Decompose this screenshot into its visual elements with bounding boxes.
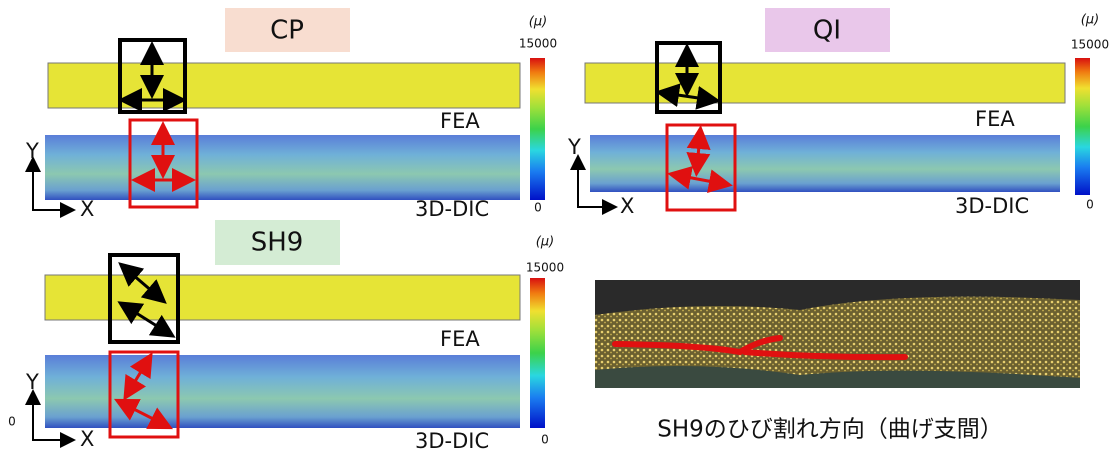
axis-x: X — [80, 427, 94, 451]
colorbar-unit: (μ) — [536, 235, 554, 250]
fea-label: FEA — [975, 107, 1015, 131]
axis-y: Y — [567, 135, 581, 159]
axis-x: X — [80, 197, 94, 221]
dic-label: 3D-DIC — [415, 429, 489, 453]
panel-qi: QI FEA 3D-DIC Y X (μ) 15000 0 — [567, 8, 1109, 218]
panel-title: SH9 — [251, 228, 304, 258]
axis-x: X — [620, 194, 634, 218]
panel-title: CP — [270, 16, 304, 46]
dic-label: 3D-DIC — [415, 197, 489, 221]
fea-label: FEA — [440, 327, 480, 351]
colorbar-max: 15000 — [519, 37, 557, 51]
colorbar — [530, 278, 545, 428]
colorbar-min: 0 — [1086, 198, 1094, 212]
axis-y: Y — [25, 139, 39, 163]
dic-image — [45, 135, 520, 200]
colorbar-max: 15000 — [526, 261, 564, 275]
colorbar — [1075, 58, 1090, 195]
dic-image — [45, 355, 520, 428]
dic-label: 3D-DIC — [955, 194, 1029, 218]
fea-label: FEA — [440, 109, 480, 133]
photo: SH9のひび割れ方向（曲げ支間） — [595, 280, 1080, 443]
stray-label: 0 — [8, 415, 16, 429]
colorbar-min: 0 — [534, 201, 542, 215]
colorbar-unit: (μ) — [529, 15, 547, 30]
panel-cp: CP FEA 3D-DIC Y X (μ) 15000 0 — [25, 8, 557, 221]
panel-title: QI — [813, 16, 841, 46]
dic-image — [590, 135, 1060, 192]
axis-y: Y — [25, 370, 39, 394]
colorbar-max: 15000 — [1071, 38, 1109, 52]
figure: CP FEA 3D-DIC Y X (μ) 15000 0 QI FEA 3D-… — [0, 0, 1120, 459]
fea-strip — [45, 275, 520, 320]
panel-sh9: SH9 FEA 3D-DIC Y X 0 (μ) 15000 0 — [8, 220, 564, 453]
photo-caption: SH9のひび割れ方向（曲げ支間） — [657, 417, 1003, 443]
colorbar — [530, 58, 545, 200]
colorbar-unit: (μ) — [1081, 13, 1099, 28]
colorbar-min: 0 — [541, 433, 549, 447]
